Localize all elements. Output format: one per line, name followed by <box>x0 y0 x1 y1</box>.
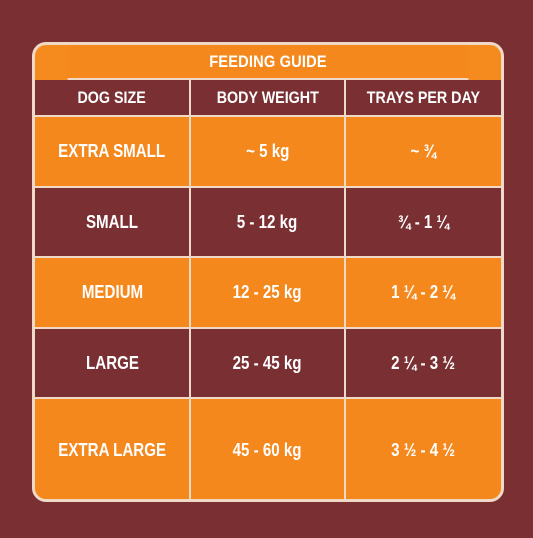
trays-per-day-cell: 3 ½ - 4 ½ <box>345 398 501 499</box>
dog-size-cell: MEDIUM <box>35 257 191 329</box>
dog-size-cell: EXTRA SMALL <box>35 116 191 188</box>
body-weight-cell: ~ 5 kg <box>190 116 346 188</box>
header-body-weight: BODY WEIGHT <box>190 80 346 117</box>
trays-per-day-cell: 1 ¼ - 2 ¼ <box>345 257 501 329</box>
dog-size-cell: LARGE <box>35 328 191 399</box>
dog-size-cell: SMALL <box>35 187 191 258</box>
body-weight-cell: 25 - 45 kg <box>190 328 346 399</box>
header-dog-size: DOG SIZE <box>35 80 191 117</box>
header-trays-per-day: TRAYS PER DAY <box>345 80 501 117</box>
trays-per-day-cell: ~ ¾ <box>345 116 501 188</box>
table-row: SMALL 5 - 12 kg ¾ - 1 ¼ <box>35 187 501 258</box>
body-weight-cell: 45 - 60 kg <box>190 398 346 499</box>
body-weight-cell: 12 - 25 kg <box>190 257 346 329</box>
table-row: EXTRA LARGE 45 - 60 kg 3 ½ - 4 ½ <box>35 398 501 499</box>
table-row: MEDIUM 12 - 25 kg 1 ¼ - 2 ¼ <box>35 257 501 329</box>
trays-per-day-cell: 2 ¼ - 3 ½ <box>345 328 501 399</box>
body-weight-cell: 5 - 12 kg <box>190 187 346 258</box>
dog-size-cell: EXTRA LARGE <box>35 398 191 499</box>
feeding-guide-title: FEEDING GUIDE <box>67 45 469 80</box>
feeding-guide-table: DOG SIZE BODY WEIGHT TRAYS PER DAY EXTRA… <box>35 80 501 499</box>
trays-per-day-cell: ¾ - 1 ¼ <box>345 187 501 258</box>
table-row: LARGE 25 - 45 kg 2 ¼ - 3 ½ <box>35 328 501 399</box>
table-header-row: DOG SIZE BODY WEIGHT TRAYS PER DAY <box>35 80 501 117</box>
table-row: EXTRA SMALL ~ 5 kg ~ ¾ <box>35 116 501 188</box>
feeding-guide-panel: FEEDING GUIDE DOG SIZE BODY WEIGHT TRAYS… <box>32 42 504 502</box>
